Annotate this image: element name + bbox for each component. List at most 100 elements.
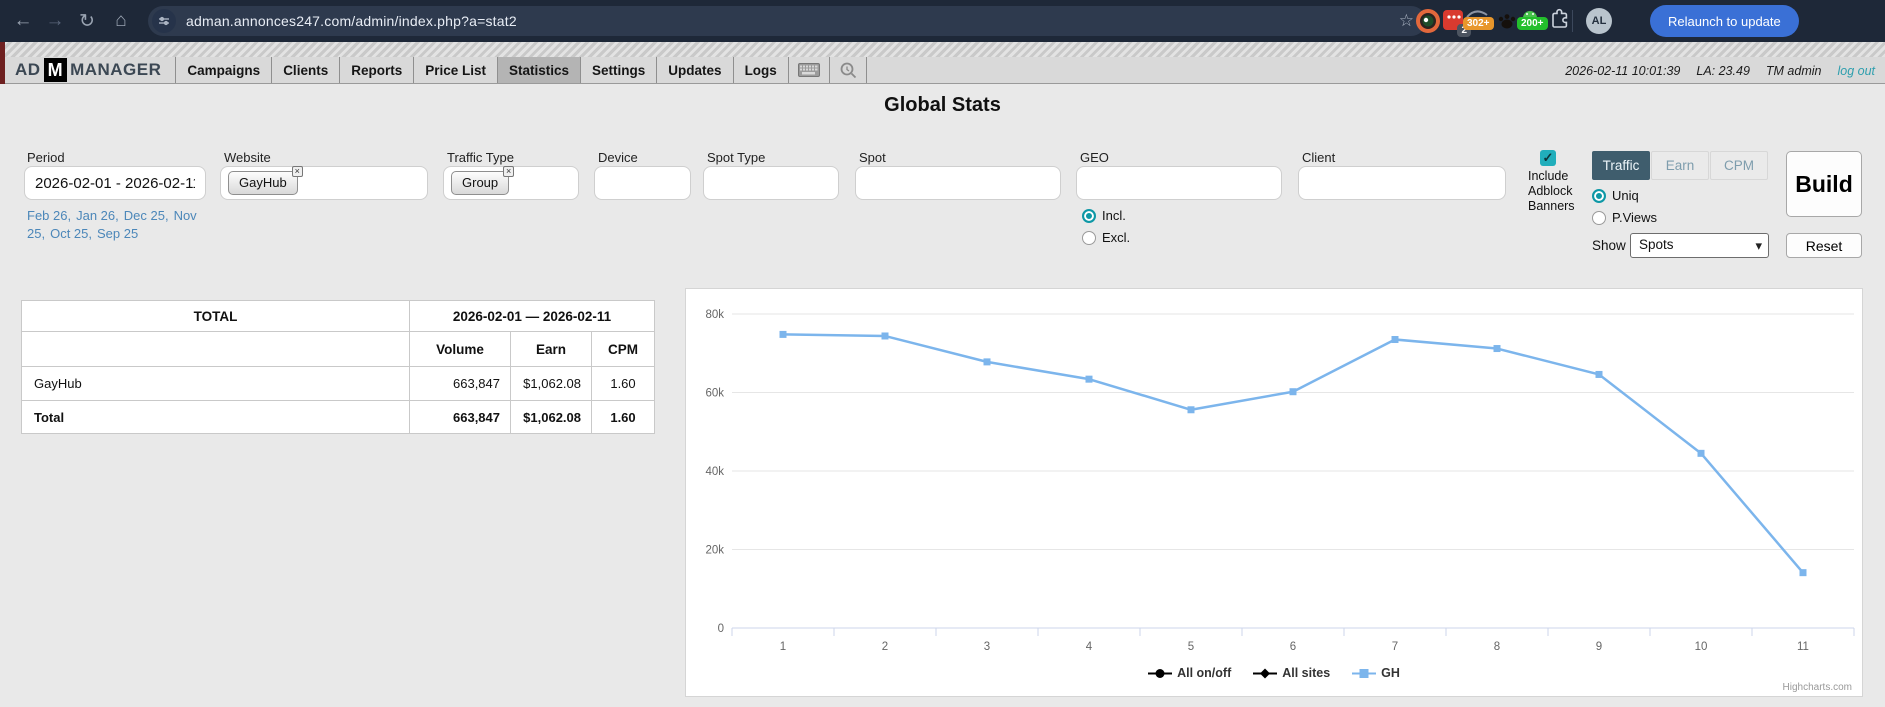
bookmark-star-icon[interactable]: ☆ [1399, 11, 1414, 31]
screen: ← → ↻ ⌂ adman.annonces247.com/admin/inde… [0, 0, 1885, 707]
svg-text:1: 1 [780, 641, 786, 653]
data-point[interactable] [1800, 569, 1807, 576]
pviews-option[interactable]: P.Views [1592, 210, 1657, 225]
spot-type-input[interactable] [703, 166, 839, 200]
tab-traffic[interactable]: Traffic [1592, 151, 1650, 180]
svg-text:2: 2 [882, 641, 888, 653]
data-point[interactable] [1494, 345, 1501, 352]
total-name: Total [22, 401, 410, 434]
spot-input[interactable] [855, 166, 1061, 200]
geo-excl-radio[interactable] [1082, 231, 1096, 245]
data-point[interactable] [1188, 406, 1195, 413]
quick-link-month[interactable]: Feb 26, [27, 208, 71, 223]
tab-cpm[interactable]: CPM [1710, 151, 1768, 180]
build-button[interactable]: Build [1786, 151, 1862, 217]
site-settings-icon[interactable] [152, 9, 176, 33]
remove-chip-icon[interactable]: × [503, 166, 514, 177]
geo-input[interactable] [1076, 166, 1282, 200]
nav-campaigns[interactable]: Campaigns [176, 57, 272, 83]
traffic-type-chip[interactable]: Group× [451, 171, 509, 195]
geo-excl-option[interactable]: Excl. [1082, 230, 1130, 245]
row-earn: $1,062.08 [511, 367, 592, 401]
nav-updates[interactable]: Updates [657, 57, 733, 83]
extension-orange-icon[interactable]: 302+ [1463, 6, 1489, 32]
logout-link[interactable]: log out [1837, 64, 1875, 78]
geo-incl-option[interactable]: Incl. [1082, 208, 1126, 223]
table-empty-cell [22, 332, 410, 367]
pviews-radio[interactable] [1592, 211, 1606, 225]
data-point[interactable] [882, 332, 889, 339]
data-point[interactable] [1596, 371, 1603, 378]
svg-text:10: 10 [1695, 641, 1708, 653]
orange-ext-badge: 302+ [1463, 17, 1494, 30]
website-chip-label: GayHub [239, 175, 287, 190]
show-select[interactable]: Spots ▾ [1630, 233, 1769, 258]
extension-color-wheel-icon[interactable] [1415, 8, 1441, 34]
logo-m-box: M [44, 58, 68, 82]
uniq-label: Uniq [1612, 188, 1639, 203]
table-total-row: Total 663,847 $1,062.08 1.60 [22, 401, 655, 434]
uniq-radio[interactable] [1592, 189, 1606, 203]
logo-manager-text: MANAGER [70, 60, 161, 80]
logged-in-user: TM admin [1766, 64, 1822, 78]
quick-link-month[interactable]: Sep 25 [97, 226, 138, 241]
adblock-checkbox[interactable]: ✓ [1540, 150, 1556, 166]
hatched-background-strip [0, 42, 1885, 57]
extension-green-icon[interactable]: 200+ [1517, 6, 1543, 32]
reset-button[interactable]: Reset [1786, 233, 1862, 258]
website-chip[interactable]: GayHub× [228, 171, 298, 195]
address-bar[interactable]: adman.annonces247.com/admin/index.php?a=… [148, 6, 1426, 36]
keyboard-icon[interactable] [789, 57, 830, 83]
nav-statistics[interactable]: Statistics [498, 57, 581, 83]
nav-logs[interactable]: Logs [734, 57, 789, 83]
extensions-puzzle-icon[interactable] [1548, 8, 1574, 34]
relaunch-to-update-button[interactable]: Relaunch to update [1650, 5, 1799, 37]
total-cpm: 1.60 [592, 401, 655, 434]
reload-icon[interactable]: ↻ [72, 0, 102, 42]
remove-chip-icon[interactable]: × [292, 166, 303, 177]
data-point[interactable] [1392, 336, 1399, 343]
home-icon[interactable]: ⌂ [106, 0, 136, 42]
row-site-name: GayHub [22, 367, 410, 401]
data-point[interactable] [1290, 388, 1297, 395]
legend-label: GH [1381, 666, 1400, 680]
traffic-type-field[interactable]: Group× [443, 166, 579, 200]
legend-item-all-on-off[interactable]: All on/off [1148, 666, 1231, 680]
legend-item-gh[interactable]: GH [1352, 666, 1400, 680]
period-input[interactable] [24, 166, 206, 200]
data-point[interactable] [1086, 376, 1093, 383]
col-earn: Earn [511, 332, 592, 367]
nav-reports[interactable]: Reports [340, 57, 414, 83]
nav-price-list[interactable]: Price List [414, 57, 498, 83]
quick-link-month[interactable]: Jan 26, [76, 208, 119, 223]
nav-settings[interactable]: Settings [581, 57, 657, 83]
tab-earn[interactable]: Earn [1651, 151, 1709, 180]
url-text[interactable]: adman.annonces247.com/admin/index.php?a=… [186, 13, 1399, 29]
nav-clients[interactable]: Clients [272, 57, 340, 83]
svg-text:80k: 80k [705, 309, 724, 321]
uniq-option[interactable]: Uniq [1592, 188, 1639, 203]
svg-text:40k: 40k [705, 466, 724, 478]
geo-incl-radio[interactable] [1082, 209, 1096, 223]
profile-avatar[interactable]: AL [1586, 8, 1612, 34]
website-field[interactable]: GayHub × [220, 166, 428, 200]
ad-manager-logo[interactable]: AD M MANAGER [5, 57, 176, 83]
quick-link-month[interactable]: Oct 25, [50, 226, 92, 241]
table-period-cell: 2026-02-01 — 2026-02-11 [410, 301, 655, 332]
data-point[interactable] [780, 331, 787, 338]
show-label: Show [1592, 238, 1626, 253]
back-icon[interactable]: ← [8, 0, 38, 42]
table-row: GayHub 663,847 $1,062.08 1.60 [22, 367, 655, 401]
forward-icon[interactable]: → [40, 0, 70, 42]
green-ext-badge: 200+ [1517, 17, 1548, 30]
data-point[interactable] [1698, 450, 1705, 457]
data-point[interactable] [984, 358, 991, 365]
client-input[interactable] [1298, 166, 1506, 200]
device-input[interactable] [594, 166, 691, 200]
quick-link-month[interactable]: Dec 25, [124, 208, 169, 223]
legend-marker-icon [1352, 667, 1376, 680]
search-history-icon[interactable] [830, 57, 867, 83]
legend-item-all-sites[interactable]: All sites [1253, 666, 1330, 680]
svg-text:5: 5 [1188, 641, 1194, 653]
traffic-type-label: Traffic Type [447, 150, 514, 165]
